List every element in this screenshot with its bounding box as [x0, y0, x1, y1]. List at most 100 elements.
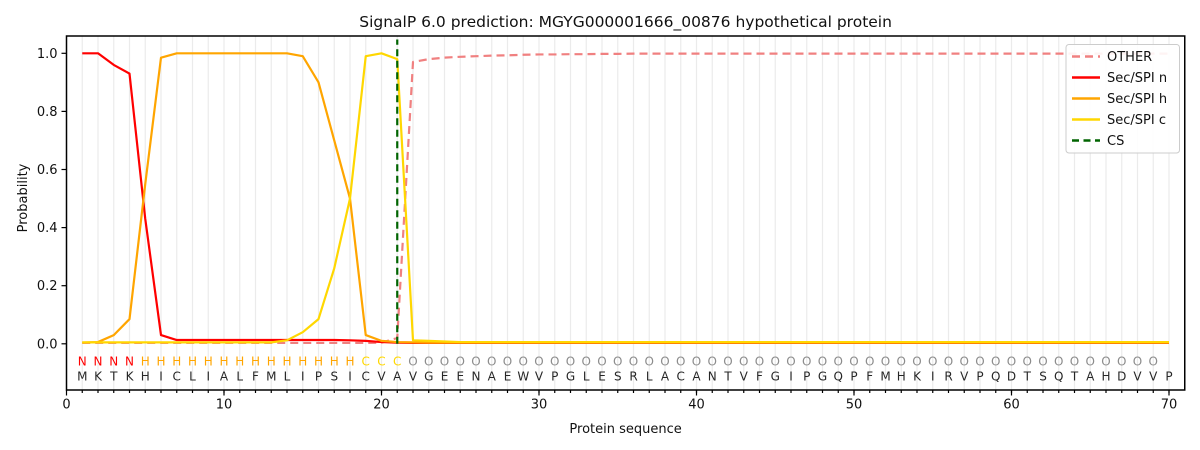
sequence-letter: T: [1070, 370, 1079, 384]
sequence-letter: V: [377, 370, 386, 384]
annotation-letter: H: [298, 355, 307, 369]
annotation-letter: O: [660, 355, 669, 369]
sequence-letter: K: [126, 370, 135, 384]
sequence-letter: H: [897, 370, 906, 384]
annotation-letter: O: [865, 355, 874, 369]
annotation-letter: O: [991, 355, 1000, 369]
sequence-letter: N: [472, 370, 481, 384]
sequence-letter: P: [850, 370, 857, 384]
sequence-letter: P: [803, 370, 810, 384]
annotation-letter: H: [235, 355, 244, 369]
sequence-letter: N: [708, 370, 717, 384]
sequence-letter: P: [315, 370, 322, 384]
sequence-letter: I: [301, 370, 305, 384]
legend-label-sec-spi-c: Sec/SPI c: [1107, 113, 1166, 128]
series-line-sec-spi-n: [82, 52, 1169, 345]
legend-box: [1065, 44, 1180, 154]
sequence-letter: P: [551, 370, 558, 384]
sequence-letter: K: [94, 370, 103, 384]
sequence-letter: C: [362, 370, 370, 384]
sequence-letter: D: [1007, 370, 1016, 384]
sequence-letter: H: [1101, 370, 1110, 384]
legend-label-cs: CS: [1107, 134, 1124, 149]
annotation-letter: O: [471, 355, 480, 369]
annotation-letter: O: [597, 355, 606, 369]
sequence-letter: F: [866, 370, 873, 384]
sequence-letter: V: [1149, 370, 1158, 384]
annotation-letter: N: [109, 355, 118, 369]
annotation-letter: O: [723, 355, 732, 369]
sequence-letter: Q: [834, 370, 843, 384]
y-tick-label: 0.8: [37, 105, 58, 120]
annotation-letter: H: [156, 355, 165, 369]
annotation-letter: O: [440, 355, 449, 369]
sequence-letter: T: [723, 370, 732, 384]
annotation-letter: O: [755, 355, 764, 369]
annotation-letter: O: [897, 355, 906, 369]
annotation-letter: O: [550, 355, 559, 369]
sequence-letter: E: [456, 370, 464, 384]
annotation-letter: H: [267, 355, 276, 369]
sequence-letter: P: [1165, 370, 1172, 384]
sequence-letter: V: [740, 370, 749, 384]
x-tick-label: 0: [62, 398, 70, 413]
series-line-sec-spi-c: [82, 52, 1169, 344]
annotation-letter: O: [503, 355, 512, 369]
annotation-letter: O: [771, 355, 780, 369]
annotation-letter: O: [582, 355, 591, 369]
sequence-letter: L: [236, 370, 243, 384]
annotation-letter: N: [78, 355, 87, 369]
annotation-letter: O: [1101, 355, 1110, 369]
annotation-letter: H: [251, 355, 260, 369]
sequence-letter: L: [583, 370, 590, 384]
annotation-letter: O: [881, 355, 890, 369]
x-tick-label: 70: [1161, 398, 1178, 413]
legend-label-sec-spi-h: Sec/SPI h: [1107, 92, 1167, 107]
plot-area: 0.00.20.40.60.81.00 10 20 30 40 50 60 70NMNKNTN…: [37, 35, 1186, 413]
annotation-letter: O: [1070, 355, 1079, 369]
plot-border: [65, 35, 1186, 391]
sequence-letter: A: [220, 370, 229, 384]
y-tick-label: 0.6: [37, 163, 58, 178]
sequence-letter: C: [173, 370, 181, 384]
sequence-letter: T: [109, 370, 118, 384]
annotation-letter: O: [944, 355, 953, 369]
annotation-letter: O: [912, 355, 921, 369]
x-axis-label: Protein sequence: [569, 422, 681, 437]
annotation-letter: O: [487, 355, 496, 369]
annotation-letter: O: [456, 355, 465, 369]
sequence-letter: G: [771, 370, 780, 384]
sequence-letter: A: [1086, 370, 1095, 384]
sequence-letter: M: [77, 370, 87, 384]
sequence-letter: A: [661, 370, 670, 384]
sequence-letter: G: [818, 370, 827, 384]
annotation-letter: H: [172, 355, 181, 369]
sequence-letter: E: [504, 370, 512, 384]
annotation-letter: O: [629, 355, 638, 369]
sequence-letter: G: [566, 370, 575, 384]
sequence-letter: S: [1039, 370, 1047, 384]
annotation-letter: O: [424, 355, 433, 369]
x-tick-label: 40: [688, 398, 705, 413]
annotation-letter: O: [849, 355, 858, 369]
sequence-letter: S: [614, 370, 622, 384]
annotation-letter: O: [534, 355, 543, 369]
annotation-letter: H: [282, 355, 291, 369]
legend-label-other: OTHER: [1107, 50, 1152, 65]
annotation-letter: O: [1054, 355, 1063, 369]
sequence-letter: H: [141, 370, 150, 384]
annotation-letter: O: [818, 355, 827, 369]
annotation-letter: O: [1007, 355, 1016, 369]
sequence-letter: A: [393, 370, 402, 384]
annotation-letter: N: [94, 355, 103, 369]
annotation-letter: O: [1117, 355, 1126, 369]
annotation-letter: O: [708, 355, 717, 369]
x-tick-label: 30: [531, 398, 548, 413]
sequence-letter: A: [692, 370, 701, 384]
sequence-letter: I: [159, 370, 163, 384]
annotation-letter: O: [408, 355, 417, 369]
annotation-letter: C: [377, 355, 385, 369]
sequence-letter: I: [789, 370, 793, 384]
y-tick-label: 1.0: [37, 47, 58, 62]
